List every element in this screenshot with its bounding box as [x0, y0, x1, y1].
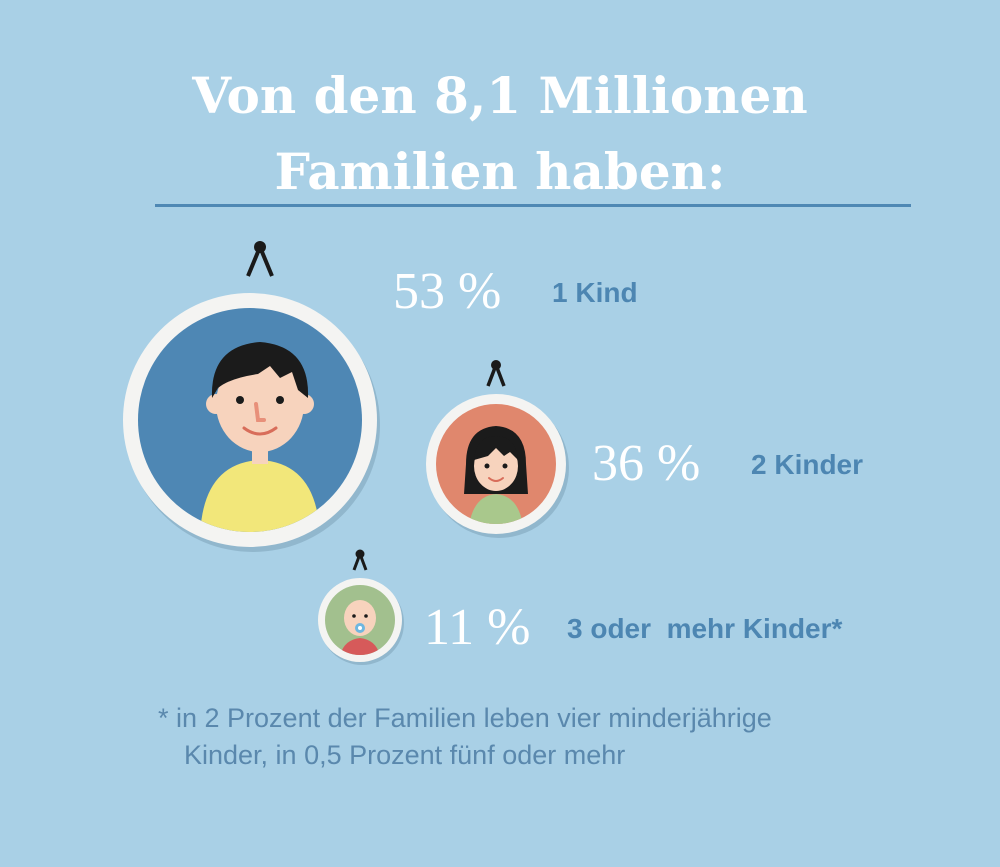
boy-icon	[200, 342, 320, 532]
label-3-oder-mehr-kinder: 3 oder mehr Kinder*	[567, 613, 843, 644]
girl-frame	[426, 360, 569, 538]
label-1-kind: 1 Kind	[552, 277, 638, 308]
title-line-1: Von den 8,1 Millionen	[192, 66, 808, 125]
label-2-kinder: 2 Kinder	[751, 449, 864, 480]
boy-frame	[123, 241, 380, 552]
baby-frame	[318, 549, 404, 665]
footnote-line-2: Kinder, in 0,5 Prozent fünf oder mehr	[184, 740, 626, 770]
percent-1-kind: 53 %	[393, 263, 502, 320]
title-divider	[155, 204, 911, 207]
title-line-2: Familien haben:	[274, 142, 726, 201]
footnote-line-1: * in 2 Prozent der Familien leben vier m…	[158, 703, 772, 733]
page-title: Von den 8,1 Millionen Familien haben:	[0, 58, 1000, 210]
footnote: * in 2 Prozent der Familien leben vier m…	[158, 700, 918, 774]
percent-2-kinder: 36 %	[592, 435, 701, 492]
girl-icon	[464, 426, 528, 524]
baby-icon	[339, 600, 381, 655]
percent-3-kinder: 11 %	[424, 599, 531, 656]
